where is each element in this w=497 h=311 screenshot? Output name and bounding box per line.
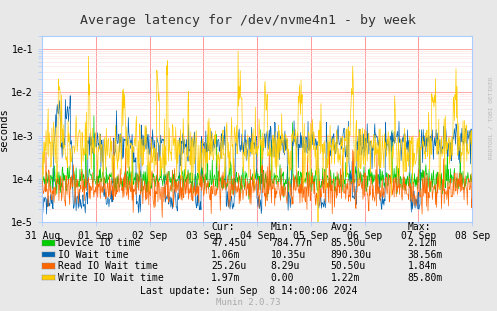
Text: 85.80m: 85.80m xyxy=(408,273,443,283)
Text: 8.29u: 8.29u xyxy=(271,261,300,271)
Text: Write IO Wait time: Write IO Wait time xyxy=(58,273,164,283)
Text: 1.84m: 1.84m xyxy=(408,261,437,271)
Text: 50.50u: 50.50u xyxy=(331,261,366,271)
Text: Munin 2.0.73: Munin 2.0.73 xyxy=(216,299,281,307)
Text: 1.06m: 1.06m xyxy=(211,250,241,260)
Text: 0.00: 0.00 xyxy=(271,273,294,283)
Text: IO Wait time: IO Wait time xyxy=(58,250,129,260)
Text: 85.50u: 85.50u xyxy=(331,238,366,248)
Text: Last update: Sun Sep  8 14:00:06 2024: Last update: Sun Sep 8 14:00:06 2024 xyxy=(140,286,357,296)
Text: 25.26u: 25.26u xyxy=(211,261,247,271)
Text: Avg:: Avg: xyxy=(331,222,354,232)
Text: 784.77n: 784.77n xyxy=(271,238,312,248)
Text: 1.22m: 1.22m xyxy=(331,273,360,283)
Text: 10.35u: 10.35u xyxy=(271,250,306,260)
Text: 38.56m: 38.56m xyxy=(408,250,443,260)
Text: Cur:: Cur: xyxy=(211,222,235,232)
Text: Read IO Wait time: Read IO Wait time xyxy=(58,261,158,271)
Text: 47.45u: 47.45u xyxy=(211,238,247,248)
Text: RRDTOOL / TOBI OETIKER: RRDTOOL / TOBI OETIKER xyxy=(488,77,493,160)
Text: Device IO time: Device IO time xyxy=(58,238,140,248)
Text: 2.12m: 2.12m xyxy=(408,238,437,248)
Text: 890.30u: 890.30u xyxy=(331,250,372,260)
Text: Min:: Min: xyxy=(271,222,294,232)
Text: 1.97m: 1.97m xyxy=(211,273,241,283)
Y-axis label: seconds: seconds xyxy=(0,107,8,151)
Text: Average latency for /dev/nvme4n1 - by week: Average latency for /dev/nvme4n1 - by we… xyxy=(81,14,416,27)
Text: Max:: Max: xyxy=(408,222,431,232)
